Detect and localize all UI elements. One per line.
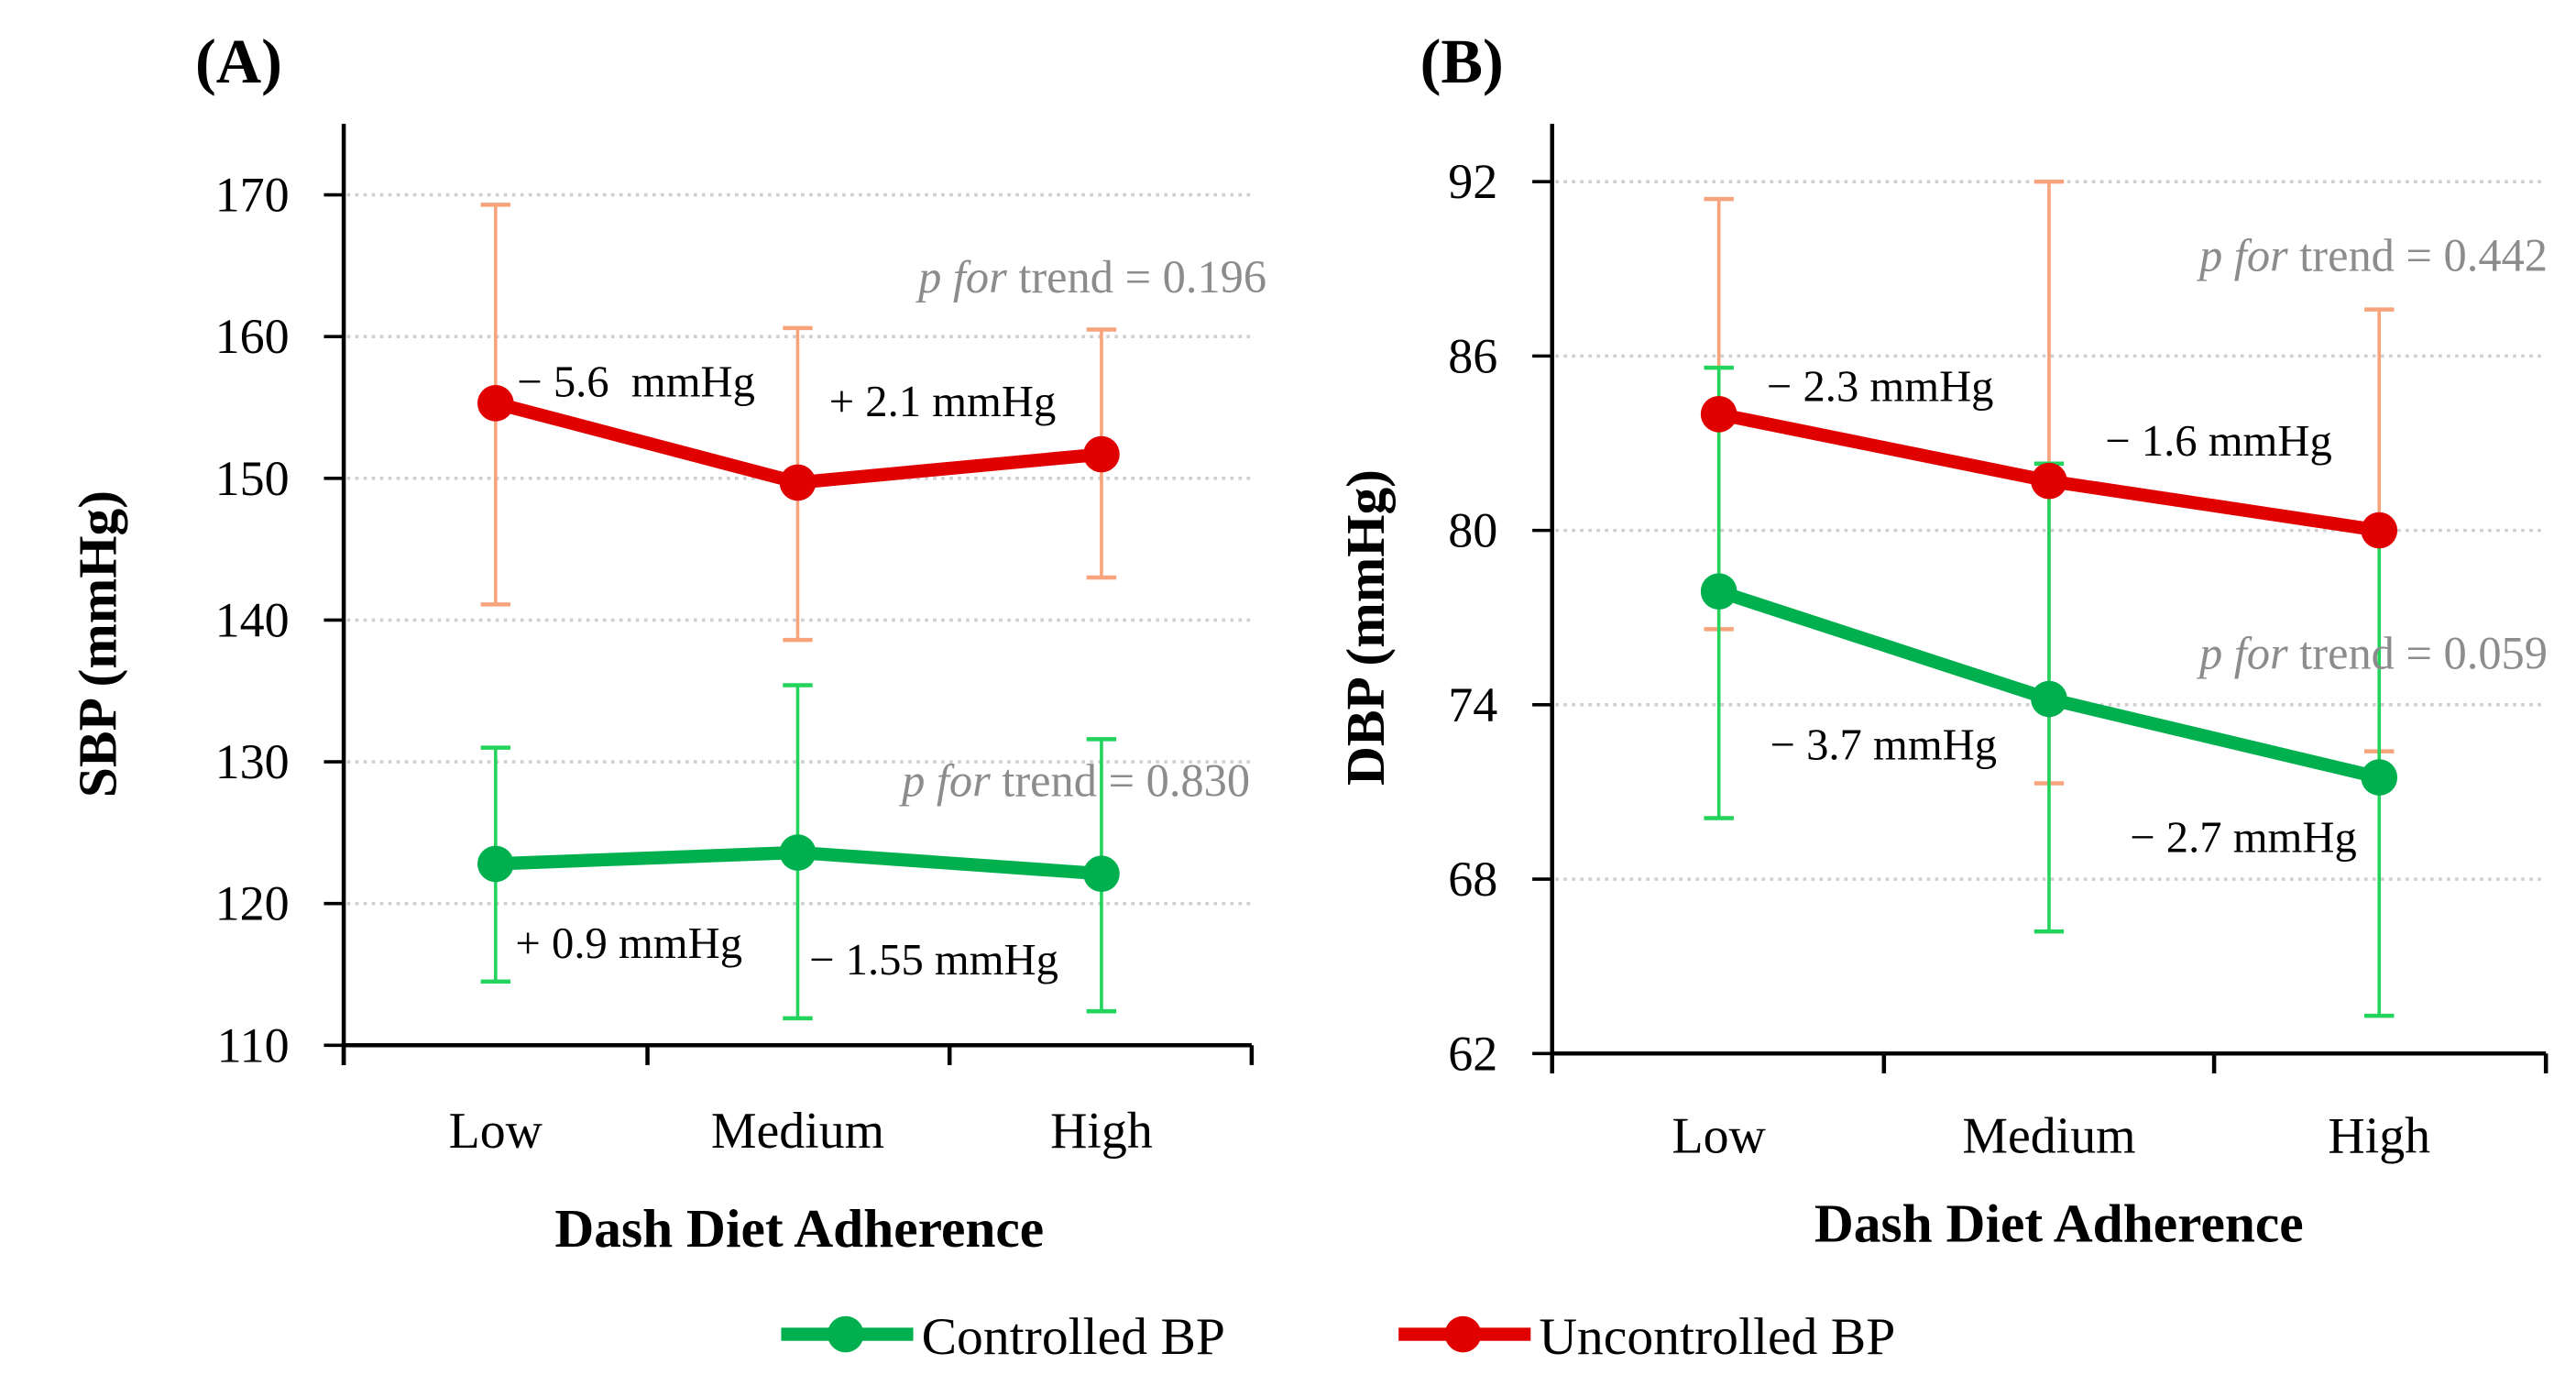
delta-annotation: − 1.55 mmHg: [809, 935, 1058, 984]
data-point-controlled: [477, 845, 514, 883]
p-trend-value: trend = 0.059: [2288, 628, 2548, 679]
delta-annotation: − 2.3 mmHg: [1767, 362, 1994, 412]
p-trend-italic: p for: [2197, 628, 2288, 679]
y-tick-label: 80: [1448, 503, 1497, 558]
delta-annotation: − 2.7 mmHg: [2130, 813, 2357, 863]
legend-label: Controlled BP: [922, 1308, 1225, 1366]
y-tick-label: 150: [215, 451, 290, 506]
legend-label: Uncontrolled BP: [1539, 1308, 1895, 1366]
x-tick-label: Medium: [711, 1103, 884, 1160]
data-point-uncontrolled: [1700, 395, 1737, 433]
y-tick-label: 120: [215, 876, 290, 931]
y-tick-label: 68: [1448, 852, 1497, 907]
y-tick-label: 170: [215, 168, 290, 223]
delta-annotation: − 1.6 mmHg: [2105, 416, 2332, 466]
legend: Controlled BP Uncontrolled BP: [781, 1308, 1895, 1366]
panel-b: 62 68 74 80 86 92 Low Medium High Dash Diet Adher…: [1335, 27, 2549, 1254]
p-trend-annotation: p for trend = 0.196: [915, 251, 1266, 302]
y-axis-title: SBP (mmHg): [67, 490, 127, 798]
data-point-uncontrolled: [477, 385, 514, 422]
p-trend-value: trend = 0.442: [2288, 229, 2548, 280]
delta-annotation: + 2.1 mmHg: [829, 377, 1057, 426]
y-tick-label: 62: [1448, 1026, 1497, 1081]
data-point-controlled: [779, 834, 817, 871]
delta-annotation: − 3.7 mmHg: [1770, 720, 1998, 770]
y-tick-label: 140: [215, 592, 290, 647]
p-trend-annotation: p for trend = 0.442: [2197, 229, 2548, 280]
p-trend-italic: p for: [2197, 229, 2288, 280]
y-axis-title: DBP (mmHg): [1335, 469, 1396, 786]
data-point-uncontrolled: [1083, 435, 1120, 473]
p-trend-italic: p for: [915, 251, 1007, 302]
data-point-controlled: [2361, 759, 2398, 796]
x-axis-title: Dash Diet Adherence: [554, 1198, 1044, 1259]
x-tick-label: Low: [449, 1103, 543, 1160]
legend-swatch-marker: [827, 1315, 864, 1353]
p-trend-annotation: p for trend = 0.830: [899, 754, 1250, 806]
data-point-controlled: [1083, 855, 1120, 893]
y-tick-label: 110: [217, 1018, 290, 1072]
panel-label: (B): [1420, 27, 1504, 96]
y-tick-label: 86: [1448, 328, 1497, 383]
panel-label: (A): [195, 27, 282, 96]
y-tick-label: 160: [215, 309, 290, 364]
data-point-controlled: [2031, 680, 2067, 718]
y-tick-label: 74: [1448, 677, 1497, 732]
y-tick-label: 130: [215, 734, 290, 789]
x-tick-label: High: [2328, 1107, 2430, 1164]
x-tick-label: Medium: [1962, 1107, 2135, 1164]
legend-swatch-marker: [1444, 1315, 1482, 1353]
x-axis-title: Dash Diet Adherence: [1814, 1194, 2304, 1254]
data-point-uncontrolled: [779, 464, 817, 501]
data-point-controlled: [1700, 573, 1737, 610]
p-trend-value: trend = 0.196: [1007, 251, 1266, 302]
data-point-uncontrolled: [2361, 512, 2398, 549]
delta-annotation: − 5.6 mmHg: [517, 357, 755, 406]
delta-annotation: + 0.9 mmHg: [515, 918, 742, 968]
y-tick-label: 92: [1448, 154, 1497, 209]
p-trend-value: trend = 0.830: [991, 754, 1250, 806]
x-tick-label: Low: [1672, 1107, 1766, 1164]
p-trend-annotation: p for trend = 0.059: [2197, 628, 2548, 679]
data-point-uncontrolled: [2031, 462, 2067, 500]
p-trend-italic: p for: [899, 754, 991, 806]
x-tick-label: High: [1050, 1103, 1153, 1160]
